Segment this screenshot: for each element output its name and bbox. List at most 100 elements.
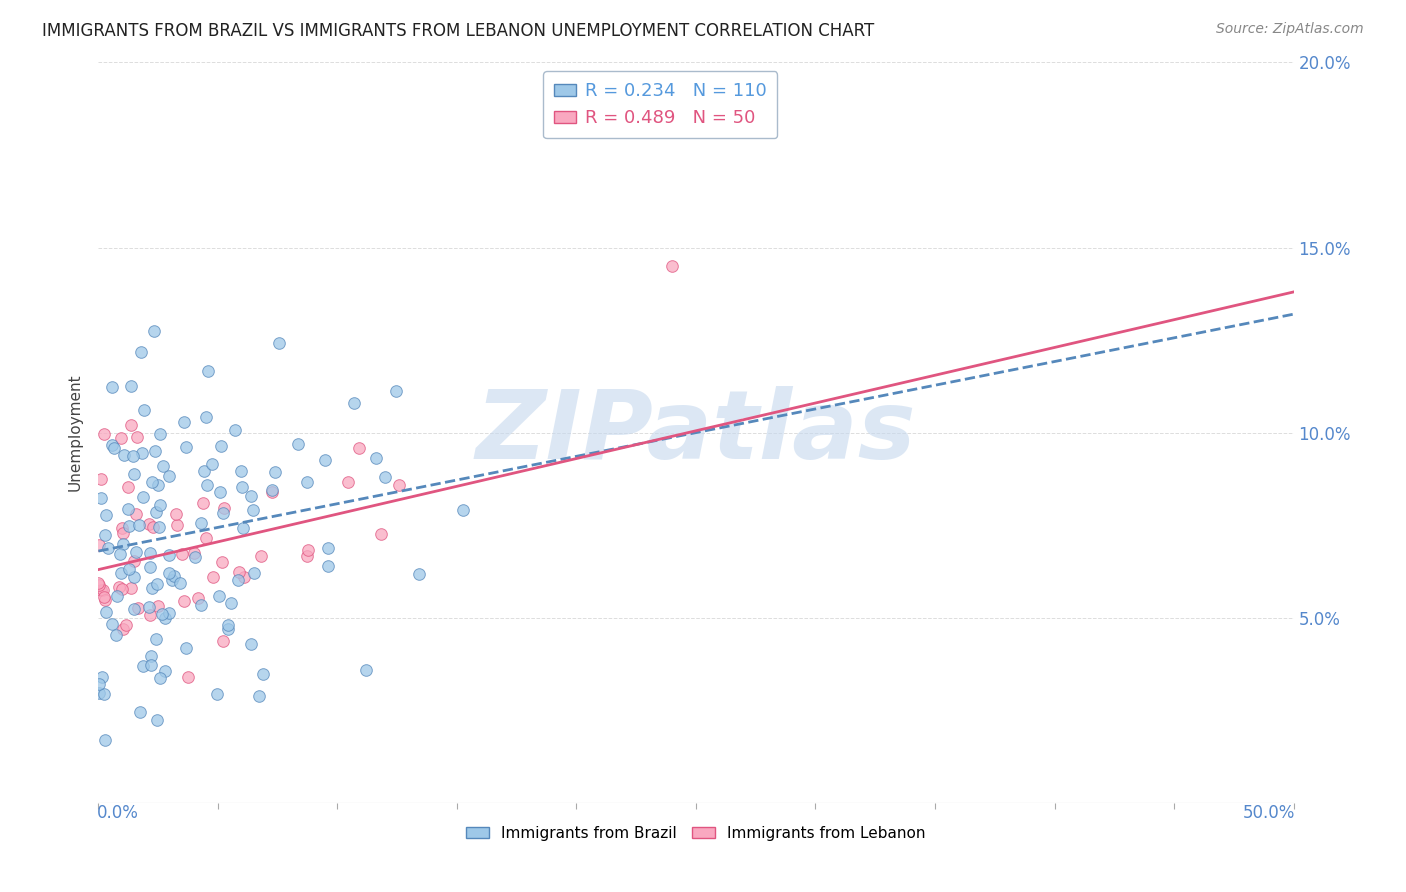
Point	[150, 607, 173, 621]
Point	[408, 566, 430, 581]
Point	[146, 713, 169, 727]
Point	[183, 546, 205, 560]
Point	[385, 384, 408, 398]
Point	[190, 599, 212, 613]
Point	[118, 518, 141, 533]
Point	[108, 580, 131, 594]
Point	[138, 599, 160, 614]
Point	[129, 706, 152, 720]
Point	[152, 458, 174, 473]
Point	[117, 480, 139, 494]
Point	[183, 550, 205, 565]
Point	[97, 541, 120, 555]
Point	[112, 537, 135, 551]
Point	[103, 441, 125, 455]
Point	[94, 508, 117, 522]
Point	[110, 547, 132, 561]
Point	[141, 475, 163, 489]
Point	[148, 671, 170, 685]
Point	[197, 364, 219, 378]
Point	[93, 427, 115, 442]
Point	[112, 622, 135, 636]
Point	[143, 443, 166, 458]
Point	[153, 611, 176, 625]
Point	[177, 670, 200, 684]
Point	[193, 464, 215, 478]
Point	[166, 517, 188, 532]
Point	[122, 554, 145, 568]
Point	[187, 591, 209, 606]
Point	[118, 562, 141, 576]
Text: 0.0%: 0.0%	[97, 804, 139, 822]
Point	[229, 464, 252, 478]
Point	[94, 605, 117, 619]
Point	[111, 582, 134, 596]
Point	[138, 516, 160, 531]
Point	[316, 558, 339, 573]
Point	[117, 502, 139, 516]
Point	[297, 543, 319, 558]
Point	[142, 519, 165, 533]
Point	[129, 344, 152, 359]
Point	[159, 548, 181, 562]
Point	[163, 568, 186, 582]
Point	[138, 560, 160, 574]
Point	[94, 593, 117, 607]
Point	[232, 570, 254, 584]
Point	[145, 505, 167, 519]
Point	[217, 617, 239, 632]
Point	[205, 687, 228, 701]
Point	[127, 601, 149, 615]
Point	[149, 426, 172, 441]
Point	[107, 590, 129, 604]
Point	[89, 539, 111, 553]
Text: Source: ZipAtlas.com: Source: ZipAtlas.com	[1216, 22, 1364, 37]
Point	[212, 634, 235, 648]
Point	[125, 545, 148, 559]
Y-axis label: Unemployment: Unemployment	[67, 374, 83, 491]
Point	[87, 576, 110, 591]
Point	[94, 528, 117, 542]
Point	[242, 502, 264, 516]
Point	[354, 663, 377, 677]
Point	[138, 607, 160, 622]
Point	[173, 416, 195, 430]
Legend: Immigrants from Brazil, Immigrants from Lebanon: Immigrants from Brazil, Immigrants from …	[460, 820, 932, 847]
Point	[219, 596, 242, 610]
Text: 50.0%: 50.0%	[1243, 804, 1295, 822]
Point	[101, 616, 124, 631]
Point	[110, 566, 132, 581]
Point	[217, 622, 239, 636]
Point	[190, 516, 212, 530]
Point	[120, 581, 142, 595]
Point	[127, 430, 149, 444]
Point	[134, 403, 156, 417]
Point	[347, 441, 370, 455]
Point	[162, 573, 184, 587]
Point	[146, 599, 169, 614]
Point	[314, 453, 336, 467]
Point	[101, 438, 124, 452]
Point	[120, 418, 142, 433]
Point	[212, 506, 235, 520]
Point	[146, 478, 169, 492]
Point	[252, 667, 274, 681]
Point	[231, 480, 253, 494]
Point	[232, 520, 254, 534]
Point	[142, 324, 165, 338]
Point	[208, 485, 231, 500]
Point	[208, 590, 231, 604]
Point	[297, 549, 319, 564]
Point	[260, 484, 283, 499]
Point	[121, 449, 143, 463]
Point	[157, 566, 180, 581]
Point	[111, 521, 134, 535]
Point	[170, 547, 193, 561]
Point	[374, 470, 396, 484]
Point	[388, 478, 411, 492]
Point	[149, 498, 172, 512]
Point	[120, 378, 142, 392]
Point	[211, 555, 233, 569]
Point	[93, 590, 115, 604]
Point	[263, 465, 285, 479]
